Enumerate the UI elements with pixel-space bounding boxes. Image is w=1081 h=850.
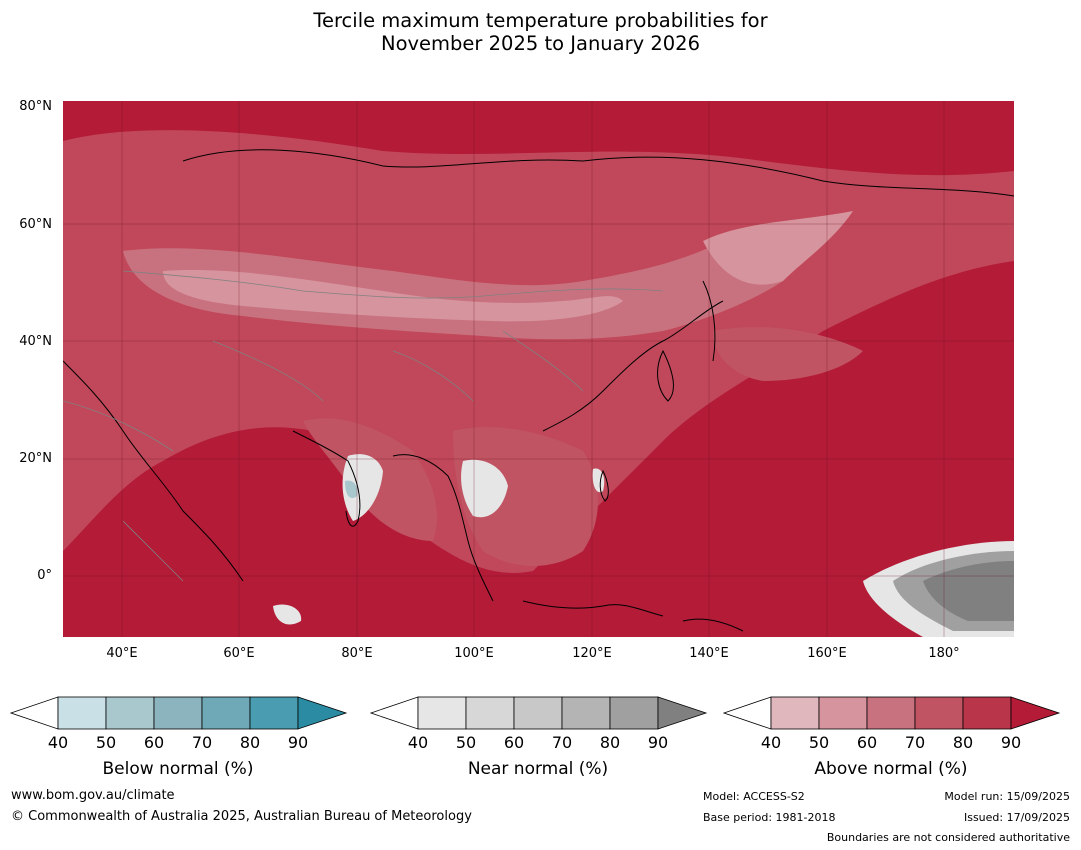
graticule — [63, 101, 1014, 637]
ne-pacific-70 — [713, 327, 863, 381]
legend-swatch — [417, 696, 467, 730]
legend-triangle-high — [1010, 696, 1061, 730]
indochina-near-normal — [461, 459, 508, 518]
lon-label-180: 180° — [928, 646, 960, 661]
title-line-2: November 2025 to January 2026 — [381, 32, 700, 55]
legend-triangle-low — [369, 696, 419, 730]
legend-swatch — [962, 696, 1012, 730]
legend-swatch — [465, 696, 515, 730]
legend-swatch — [513, 696, 563, 730]
legend-swatch — [818, 696, 868, 730]
disclaimer-text: Boundaries are not considered authoritat… — [826, 831, 1070, 844]
lon-label-80e: 80°E — [341, 646, 373, 661]
title-line-1: Tercile maximum temperature probabilitie… — [313, 9, 768, 32]
legend-above-tick: 90 — [1000, 733, 1022, 752]
land-band-50-east — [703, 211, 853, 285]
legend-near-tick: 40 — [407, 733, 429, 752]
coastlines — [63, 149, 1014, 632]
lon-label-40e: 40°E — [106, 646, 138, 661]
legend-above-tick: 70 — [904, 733, 926, 752]
map-title: Tercile maximum temperature probabilitie… — [0, 9, 1081, 55]
legend-below-tick: 60 — [143, 733, 165, 752]
lon-label-120e: 120°E — [572, 646, 612, 661]
legend-near-normal — [369, 695, 710, 739]
legend-above-tick: 40 — [760, 733, 782, 752]
legend-above-colorbar — [722, 696, 1061, 730]
lon-label-100e: 100°E — [454, 646, 494, 661]
model-run-text: Model run: 15/09/2025 — [944, 790, 1070, 803]
model-text: Model: ACCESS-S2 — [703, 790, 805, 803]
legend-swatch — [609, 696, 659, 730]
legend-swatch — [105, 696, 155, 730]
india-below-normal — [345, 480, 358, 499]
legend-above-title: Above normal (%) — [814, 759, 968, 779]
legend-triangle-high — [297, 696, 348, 730]
legend-swatch — [153, 696, 203, 730]
probability-map — [63, 101, 1014, 637]
legend-below-normal — [9, 695, 350, 739]
land-band-50 — [163, 270, 623, 322]
copyright-text: © Commonwealth of Australia 2025, Austra… — [11, 809, 472, 824]
lat-label-80n: 80°N — [19, 99, 52, 114]
legend-below-title: Below normal (%) — [102, 759, 254, 779]
legend-near-tick: 70 — [551, 733, 573, 752]
legend-swatch — [914, 696, 964, 730]
legend-swatch — [866, 696, 916, 730]
legend-near-tick: 50 — [455, 733, 477, 752]
legend-below-colorbar — [9, 696, 348, 730]
legend-swatch — [201, 696, 251, 730]
lat-label-60n: 60°N — [19, 217, 52, 232]
website-link[interactable]: www.bom.gov.au/climate — [11, 788, 175, 803]
legend-below-tick: 50 — [95, 733, 117, 752]
lat-label-20n: 20°N — [19, 451, 52, 466]
legend-below-tick: 40 — [47, 733, 69, 752]
lon-label-140e: 140°E — [689, 646, 729, 661]
lat-label-40n: 40°N — [19, 334, 52, 349]
legend-triangle-low — [722, 696, 772, 730]
se-asia-70 — [453, 427, 598, 566]
arabian-sea-near-normal — [273, 604, 302, 625]
legend-swatch — [561, 696, 611, 730]
land-band-60 — [123, 238, 789, 340]
country-borders — [63, 270, 664, 582]
legend-below-tick: 70 — [191, 733, 213, 752]
map-canvas — [63, 101, 1014, 637]
legend-above-tick: 50 — [808, 733, 830, 752]
base-period-text: Base period: 1981-2018 — [703, 811, 836, 824]
lon-label-60e: 60°E — [223, 646, 255, 661]
legend-triangle-low — [9, 696, 59, 730]
legend-near-tick: 60 — [503, 733, 525, 752]
legend-triangle-high — [657, 696, 708, 730]
legend-swatch — [770, 696, 820, 730]
legend-below-tick: 80 — [239, 733, 261, 752]
legend-near-title: Near normal (%) — [467, 759, 609, 779]
legend-below-tick: 90 — [287, 733, 309, 752]
lon-label-160e: 160°E — [807, 646, 847, 661]
legend-swatch — [57, 696, 107, 730]
legend-near-colorbar — [369, 696, 708, 730]
legend-near-tick: 90 — [647, 733, 669, 752]
legend-above-tick: 80 — [952, 733, 974, 752]
legend-above-normal — [722, 695, 1063, 739]
lat-label-0: 0° — [37, 568, 52, 583]
issued-text: Issued: 17/09/2025 — [963, 811, 1070, 824]
legend-swatch — [249, 696, 299, 730]
legend-near-tick: 80 — [599, 733, 621, 752]
legend-above-tick: 60 — [856, 733, 878, 752]
